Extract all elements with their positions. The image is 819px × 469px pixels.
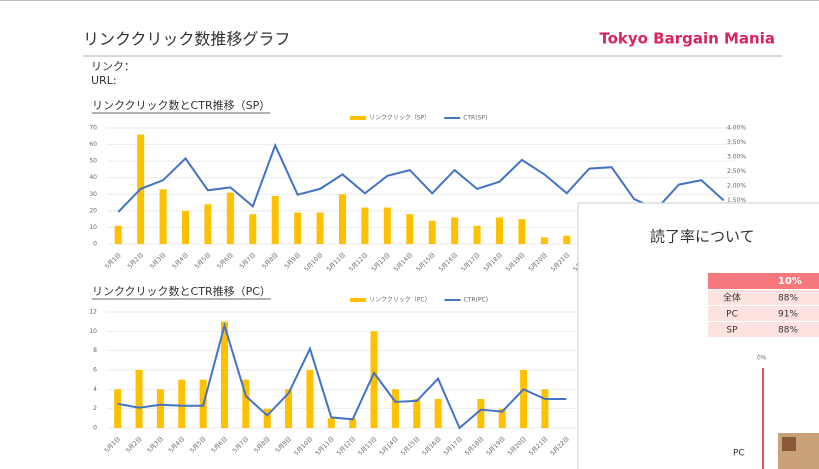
y-tick-label: 10 [89, 328, 97, 335]
y2-tick-label: 2.50% [727, 168, 746, 175]
y-tick-label: 0 [93, 241, 97, 248]
bar [204, 204, 212, 244]
y-tick-label: 12 [89, 309, 97, 316]
page-title: リンククリック数推移グラフ [83, 30, 290, 49]
chart-title: リンククリック数とCTR推移（PC） [92, 284, 271, 298]
bar [156, 389, 164, 428]
overlay-title: 読了率について [650, 228, 755, 246]
bar [327, 418, 335, 428]
bar [226, 192, 234, 244]
line [117, 142, 725, 213]
table-header: 10% [778, 276, 802, 287]
y-tick-label: 2 [93, 405, 97, 412]
bar [520, 370, 528, 428]
legend-swatch [350, 116, 366, 120]
y2-tick-label: 1.50% [727, 197, 746, 204]
table-header-cell [708, 273, 757, 289]
chart-title: リンククリック数とCTR推移（SP） [92, 98, 270, 112]
table-cell [708, 306, 757, 321]
bar [477, 399, 485, 428]
table-text: 91% [778, 310, 798, 320]
bar [294, 212, 302, 244]
y-tick-label: 20 [89, 207, 97, 214]
bar [451, 217, 459, 244]
bar [563, 235, 571, 244]
y2-tick-label: 3.00% [727, 154, 746, 161]
table-body: 全体 88% PC 91% SP 88% [708, 290, 819, 337]
device-label: PC [733, 449, 745, 459]
bar [391, 389, 399, 428]
link-label: リンク： [91, 60, 135, 73]
table-cell [757, 290, 819, 305]
bar [496, 217, 503, 244]
y-tick-label: 6 [93, 367, 97, 374]
y-tick-label: 4 [93, 386, 97, 393]
bar [221, 321, 228, 428]
legend-label: リンククリック（PC） [369, 297, 431, 304]
bar [434, 399, 442, 428]
bar [271, 195, 279, 244]
overlay-slide: 読了率について 10% 全体 88% PC 91% SP 88% 0% PC [577, 202, 819, 469]
url-label: URL: [91, 74, 117, 87]
bar [541, 389, 549, 428]
table-text: 88% [778, 326, 798, 336]
bar [316, 212, 324, 244]
logo: Tokyo Bargain Mania [599, 30, 775, 48]
bar [135, 370, 143, 428]
y2-tick-label: 4.00% [727, 125, 746, 132]
y-tick-label: 8 [93, 347, 97, 354]
bar [178, 379, 186, 428]
bar [242, 379, 250, 428]
table-cell [708, 322, 757, 337]
bar [383, 207, 391, 244]
table-cell [757, 306, 819, 321]
bar [114, 225, 122, 244]
bar [413, 399, 421, 428]
bar [428, 220, 436, 244]
table-text: 88% [778, 294, 798, 304]
bar [306, 370, 314, 428]
bar [473, 225, 481, 244]
legend-label: CTR(PC) [464, 297, 489, 304]
y-tick-label: 30 [89, 191, 97, 198]
legend-swatch [350, 298, 366, 302]
bar [406, 214, 414, 244]
y-tick-label: 10 [89, 224, 97, 231]
bar [114, 389, 122, 428]
y-tick-label: 50 [89, 158, 97, 165]
legend-label: リンククリック（SP） [369, 115, 430, 122]
y2-tick-label: 2.00% [727, 183, 746, 190]
bar [249, 214, 257, 244]
bar [498, 408, 506, 428]
bar [518, 219, 526, 244]
bar [182, 210, 189, 244]
y-tick-label: 40 [89, 174, 97, 181]
bar [540, 237, 548, 244]
table-text: 全体 [723, 292, 741, 304]
y-tick-label: 70 [89, 125, 97, 132]
bar [349, 418, 357, 428]
table-text: SP [726, 326, 738, 336]
bar [361, 207, 369, 244]
scale-label: 0% [757, 355, 767, 362]
bar [159, 189, 167, 244]
table-cell [757, 322, 819, 337]
bar [339, 194, 346, 244]
line [117, 321, 567, 430]
y-tick-label: 0 [93, 425, 97, 432]
table-header-cell [757, 273, 819, 289]
table-text: PC [726, 310, 738, 320]
bar [370, 331, 378, 428]
table-cell [708, 290, 757, 305]
bar [285, 389, 293, 428]
legend-label: CTR(SP) [463, 115, 487, 122]
y-tick-label: 60 [89, 141, 97, 148]
bar [263, 408, 271, 428]
thumbnail [782, 437, 796, 451]
y2-tick-label: 3.50% [727, 139, 746, 146]
